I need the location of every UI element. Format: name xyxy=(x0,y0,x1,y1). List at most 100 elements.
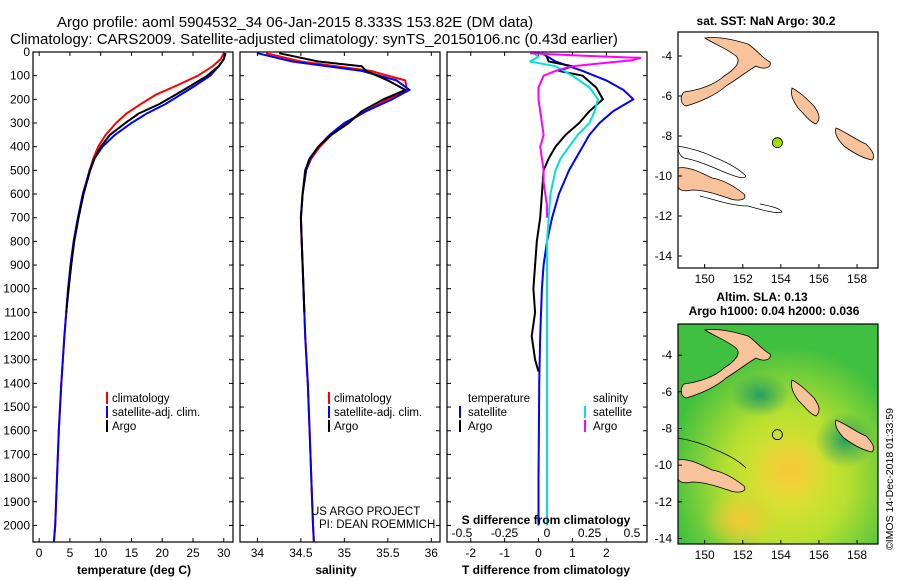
sla-high-patch xyxy=(750,434,830,506)
series-argo-line xyxy=(278,52,407,313)
new-guinea-land xyxy=(677,167,746,201)
x-tick-label: 20 xyxy=(156,546,170,560)
legend-s-satellite-swatch xyxy=(584,406,586,418)
temperature-legend: climatology satellite-adj. clim. Argo xyxy=(106,392,200,433)
series-climatology-line xyxy=(52,52,225,543)
solomon-island-land xyxy=(835,127,874,161)
depth-tick-label: 500 xyxy=(10,163,30,177)
depth-tick-label: 2000 xyxy=(3,518,30,532)
difference-plot: -2 -1 0 1 2 -0.5 -0.25 0 0.25 0.5 xyxy=(447,51,647,560)
new-britain-land xyxy=(680,329,771,399)
depth-tick-label: 1400 xyxy=(3,376,30,390)
lon-tick-label: 152 xyxy=(733,548,753,562)
legend-temperature-title: temperature xyxy=(468,393,530,405)
x-tick-label: 1 xyxy=(569,546,576,560)
title-line-1: Argo profile: aoml 5904532_34 06-Jan-201… xyxy=(57,14,533,31)
legend-argo: Argo xyxy=(334,421,358,433)
legend-climatology: climatology xyxy=(334,393,392,405)
depth-axis: 0 100 200 300 400 500 600 700 800 900 1000 1100 1200… xyxy=(3,45,30,532)
x-tick-label: 10 xyxy=(94,546,108,560)
legend-climatology-swatch xyxy=(106,392,108,404)
legend-s-argo: Argo xyxy=(593,421,617,433)
top-map xyxy=(677,31,879,269)
salinity-panel-frame xyxy=(239,51,441,543)
series-satellite-adj-clim--line xyxy=(52,53,226,543)
lat-tick-label: -12 xyxy=(655,495,673,509)
lat-tick-label: -10 xyxy=(655,169,673,183)
depth-tick-label: 1800 xyxy=(3,471,30,485)
x-tick-label: 35 xyxy=(338,546,352,560)
series-climatology-line xyxy=(265,52,408,543)
project-annotation: US ARGO PROJECT xyxy=(311,506,420,518)
legend-salinity-title: salinity xyxy=(593,393,628,405)
x-tick-label: 34 xyxy=(251,546,265,560)
legend-satellite-swatch xyxy=(106,406,108,418)
legend-s-satellite: satellite xyxy=(593,407,632,419)
x-tick-label: 34.5 xyxy=(289,546,313,560)
float-position-marker xyxy=(771,429,783,441)
depth-tick-label: 1300 xyxy=(3,353,30,367)
series-t-satellite-line xyxy=(537,52,635,526)
depth-tick-label: 1700 xyxy=(3,447,30,461)
title-line-2: Climatology: CARS2009. Satellite-adjuste… xyxy=(10,31,618,48)
sla-high-patch xyxy=(702,490,778,550)
coastline xyxy=(677,437,747,469)
legend-argo: Argo xyxy=(112,421,136,433)
depth-tick-label: 0 xyxy=(23,45,30,59)
s-difference-tick-label: -0.5 xyxy=(452,526,473,540)
s-difference-tick-label: -0.25 xyxy=(491,526,519,540)
x-tick-label: 36 xyxy=(425,546,439,560)
x-tick-label: 15 xyxy=(125,546,139,560)
depth-tick-label: 200 xyxy=(10,92,30,106)
sla-low-patch xyxy=(815,412,875,468)
depth-tick-label: 1900 xyxy=(3,495,30,509)
legend-argo-swatch xyxy=(328,420,330,432)
coastline xyxy=(699,195,783,213)
bottom-map xyxy=(677,323,879,550)
depth-tick-label: 700 xyxy=(10,211,30,225)
temperature-plot: 0 5 10 15 20 25 30 xyxy=(33,51,233,560)
lat-tick-label: -14 xyxy=(655,249,673,263)
pi-annotation: PI: DEAN ROEMMICH xyxy=(319,519,435,531)
lat-tick-label: -6 xyxy=(661,385,672,399)
lon-tick-label: 158 xyxy=(847,548,867,562)
lon-tick-label: 150 xyxy=(695,548,715,562)
lat-tick-label: -10 xyxy=(655,458,673,472)
x-tick-label: 25 xyxy=(186,546,200,560)
top-map-background xyxy=(678,32,878,268)
bottom-map-title-1: Altim. SLA: 0.13 xyxy=(716,290,808,304)
lon-tick-label: 158 xyxy=(847,272,867,286)
temperature-axis-label: temperature (deg C) xyxy=(77,563,191,577)
legend-t-satellite: satellite xyxy=(468,407,507,419)
depth-tick-label: 800 xyxy=(10,234,30,248)
difference-panel-frame xyxy=(446,51,648,543)
lat-tick-label: -4 xyxy=(661,49,672,63)
depth-tick-label: 900 xyxy=(10,258,30,272)
depth-tick-label: 600 xyxy=(10,187,30,201)
lon-tick-label: 152 xyxy=(733,272,753,286)
lon-tick-label: 156 xyxy=(809,548,829,562)
legend-satellite: satellite-adj. clim. xyxy=(112,407,200,419)
lat-tick-label: -12 xyxy=(655,209,673,223)
depth-tick-label: 1000 xyxy=(3,282,30,296)
series-s-argo-line xyxy=(529,52,642,218)
lat-tick-label: -14 xyxy=(655,532,673,546)
temperature-panel-frame xyxy=(32,51,234,543)
legend-climatology-swatch xyxy=(328,392,330,404)
legend-s-argo-swatch xyxy=(584,420,586,432)
legend-t-argo-swatch xyxy=(459,420,461,432)
lat-tick-label: -8 xyxy=(661,422,672,436)
bottom-map-title-2: Argo h1000: 0.04 h2000: 0.036 xyxy=(689,304,860,318)
legend-climatology: climatology xyxy=(112,393,170,405)
depth-tick-label: 100 xyxy=(10,69,30,83)
map-axes: 150 152 154 156 158 -4 -6 -8 -10 -12 -14 150 152 154 1… xyxy=(655,49,868,562)
x-tick-label: 2 xyxy=(603,546,610,560)
t-difference-axis-label: T difference from climatology xyxy=(462,563,630,577)
legend-t-satellite-swatch xyxy=(459,406,461,418)
x-tick-label: -1 xyxy=(499,546,510,560)
lon-tick-label: 154 xyxy=(771,548,791,562)
x-tick-label: 5 xyxy=(67,546,74,560)
depth-tick-label: 300 xyxy=(10,116,30,130)
salinity-axis-label: salinity xyxy=(315,563,357,577)
new-britain-land xyxy=(680,37,771,107)
